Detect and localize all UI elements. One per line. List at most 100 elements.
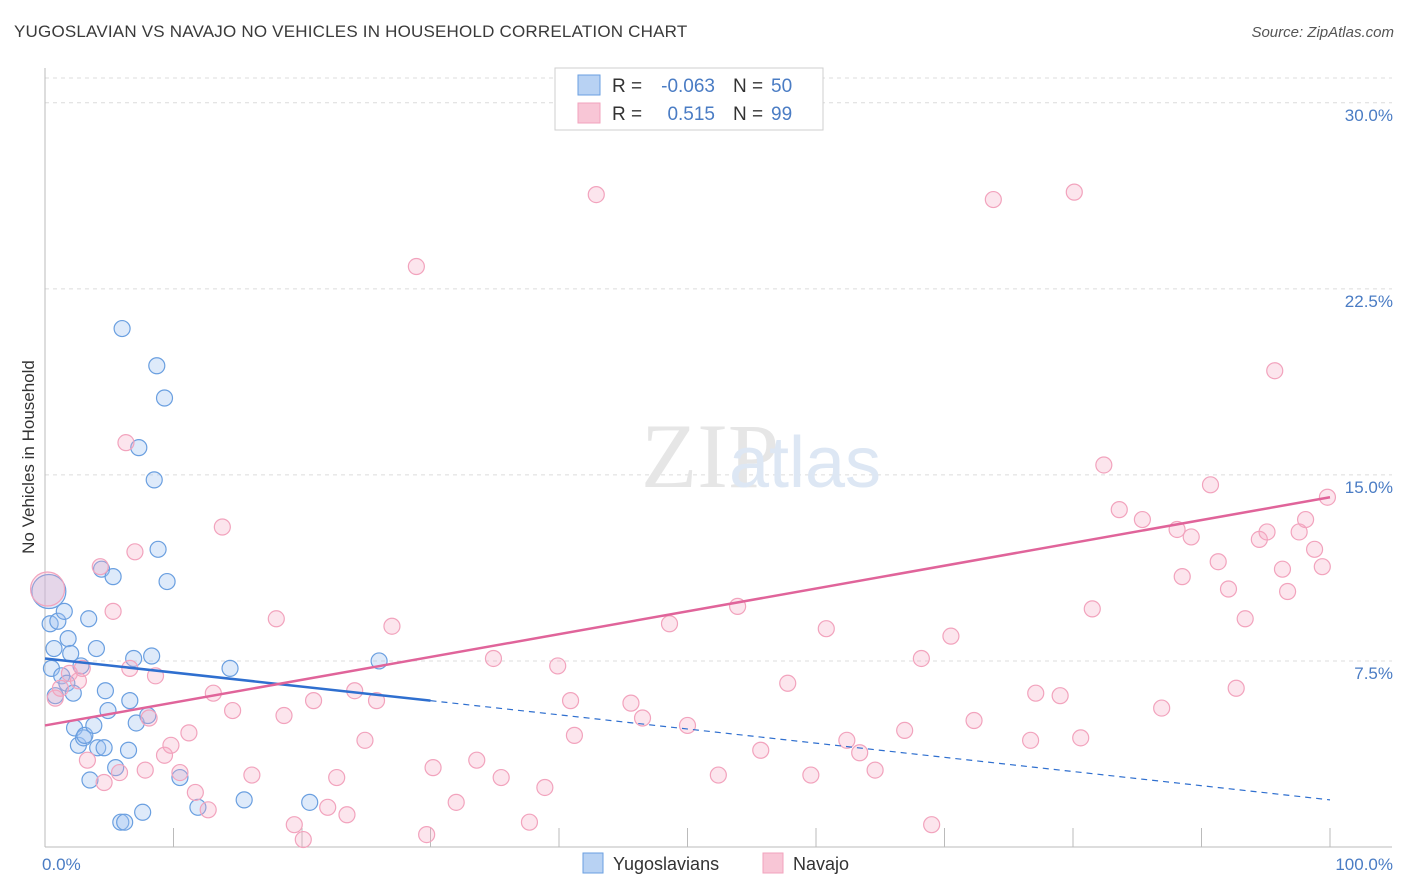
navajo-point-7	[91, 558, 109, 576]
yugoslavian-point-45	[221, 659, 239, 677]
navajo-point-78	[1153, 699, 1171, 717]
navajo-point-19	[171, 763, 189, 782]
data-points	[29, 183, 1337, 849]
yugoslavian-point-20	[87, 639, 106, 658]
navajo-point-61	[838, 731, 856, 749]
yugoslavian-point-41	[155, 389, 174, 407]
stats-n-value-yugoslavians: 50	[771, 76, 792, 97]
navajo-point-15	[140, 709, 158, 727]
navajo-point-13	[126, 543, 144, 561]
yugoslavian-point-42	[158, 572, 176, 591]
navajo-point-51	[622, 694, 640, 712]
trend-lines	[44, 495, 1331, 801]
y-tick-label-0: 7.5%	[1354, 664, 1393, 683]
navajo-point-81	[1182, 528, 1200, 546]
navajo-point-57	[752, 741, 770, 759]
navajo-point-31	[304, 692, 323, 710]
navajo-point-63	[866, 761, 884, 779]
navajo-point-45	[520, 813, 539, 831]
navajo-point-97	[407, 257, 425, 276]
navajo-point-22	[199, 801, 217, 819]
yugoslavian-point-39	[148, 357, 166, 375]
y-tick-label-2: 22.5%	[1345, 292, 1393, 311]
watermark-atlas: atlas	[729, 423, 881, 503]
yugoslavian-point-5	[49, 612, 67, 630]
yugoslavian-point-31	[121, 692, 139, 710]
yugoslavian-point-32	[125, 649, 143, 668]
stats-r-label-navajo: R =	[612, 104, 642, 125]
navajo-point-72	[1051, 687, 1069, 705]
yugoslavian-point-24	[96, 682, 114, 700]
x-tick-label-0: 0.0%	[42, 855, 81, 874]
yugoslavian-trend-line	[44, 657, 431, 702]
navajo-point-50	[587, 185, 605, 204]
navajo-point-26	[243, 766, 261, 784]
source-credit: Source: ZipAtlas.com	[1251, 24, 1394, 41]
yugoslavian-point-0	[31, 573, 67, 610]
navajo-point-10	[110, 763, 129, 782]
navajo-point-66	[923, 816, 941, 834]
navajo-point-71	[1027, 684, 1045, 702]
yugoslavian-point-29	[116, 813, 134, 831]
legend-swatch-yugoslavians	[582, 852, 604, 874]
navajo-point-5	[73, 659, 91, 677]
navajo-point-62	[851, 744, 869, 762]
axis-labels: 7.5% 15.0% 22.5% 30.0% 0.0% 100.0% No Vehicles…	[19, 106, 1393, 874]
yugoslavian-point-9	[59, 630, 77, 648]
yugoslavian-point-49	[113, 319, 131, 338]
navajo-point-74	[1083, 600, 1101, 618]
navajo-point-65	[912, 649, 930, 668]
axes	[44, 68, 1392, 848]
navajo-point-42	[468, 751, 486, 769]
yugoslavian-point-26	[104, 568, 122, 586]
navajo-point-33	[328, 768, 346, 787]
navajo-point-37	[367, 692, 386, 710]
legend-label-navajo: Navajo	[793, 854, 849, 874]
navajo-point-14	[136, 761, 154, 779]
yugoslavian-point-44	[189, 798, 207, 816]
yugoslavian-point-35	[134, 803, 152, 821]
y-tick-label-1: 15.0%	[1345, 478, 1393, 497]
stats-n-label-navajo: N =	[733, 104, 763, 125]
navajo-point-69	[984, 190, 1002, 209]
stats-n-label-yugoslavians: N =	[733, 76, 763, 97]
navajo-point-40	[424, 759, 442, 777]
yugoslavian-point-46	[235, 791, 253, 809]
yugoslavian-point-30	[119, 741, 138, 759]
navajo-point-27	[267, 610, 285, 628]
navajo-point-1	[46, 689, 64, 707]
navajo-point-58	[779, 674, 797, 692]
navajo-point-60	[817, 620, 835, 638]
navajo-point-95	[1313, 558, 1331, 576]
yugoslavian-trend-line-dashed	[430, 700, 1331, 801]
navajo-point-2	[51, 679, 70, 697]
navajo-point-20	[180, 724, 198, 742]
navajo-point-32	[319, 798, 337, 816]
yugoslavian-point-43	[171, 768, 189, 787]
legend-label-yugoslavians: Yugoslavians	[613, 854, 719, 874]
chart-title: YUGOSLAVIAN VS NAVAJO NO VEHICLES IN HOU…	[14, 22, 688, 41]
navajo-point-36	[356, 731, 374, 749]
stats-legend: R = -0.063 N = 50 R = 0.515 N = 99	[554, 67, 824, 131]
x-tick-label-1: 100.0%	[1335, 855, 1393, 874]
navajo-point-54	[678, 716, 697, 735]
navajo-point-84	[1219, 580, 1238, 598]
navajo-point-75	[1095, 456, 1113, 474]
navajo-point-85	[1227, 679, 1245, 697]
navajo-point-89	[1266, 362, 1284, 380]
navajo-point-46	[536, 778, 554, 797]
navajo-point-17	[155, 746, 174, 764]
navajo-point-64	[896, 721, 914, 740]
navajo-point-76	[1110, 501, 1128, 519]
yugoslavian-point-38	[145, 471, 163, 489]
yugoslavian-point-28	[112, 813, 130, 831]
navajo-point-24	[213, 518, 231, 536]
stats-r-value-navajo: 0.515	[667, 104, 715, 125]
stats-swatch-navajo	[577, 102, 601, 124]
yugoslavian-point-3	[45, 639, 63, 658]
navajo-point-43	[484, 649, 503, 668]
navajo-point-48	[561, 692, 580, 710]
yugoslavian-point-18	[81, 771, 99, 789]
navajo-point-44	[492, 768, 510, 787]
